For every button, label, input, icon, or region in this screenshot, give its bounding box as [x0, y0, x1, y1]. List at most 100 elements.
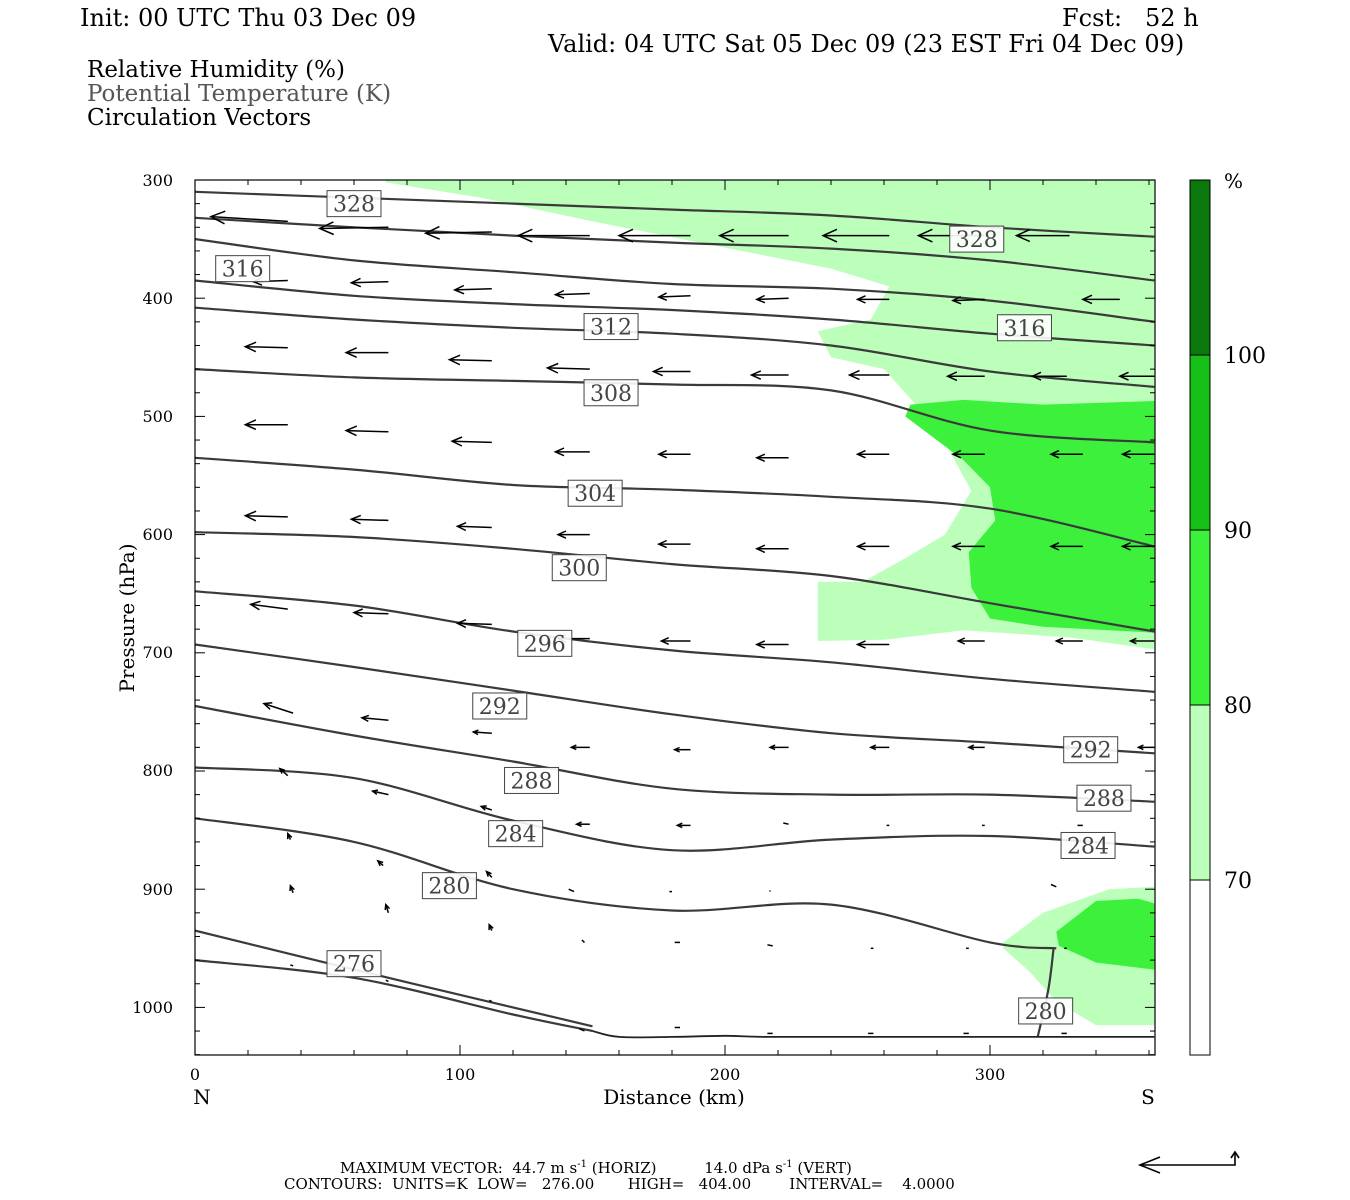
x-tick-0: 0 [190, 1065, 200, 1084]
contour-label-box-16 [1060, 831, 1116, 859]
max-vector-label: MAXIMUM VECTOR: [340, 1159, 503, 1177]
vector-head-34 [855, 449, 866, 459]
contour-280-13 [1036, 948, 1055, 1038]
vector-head-7 [916, 228, 933, 243]
vector-arrow-88 [488, 923, 494, 931]
vector-head-28 [243, 419, 257, 431]
vector-head-65 [966, 744, 975, 751]
vector-arrow-62 [672, 746, 691, 753]
vector-arrow-89 [581, 939, 586, 943]
vector-arrow-47 [1120, 542, 1155, 551]
contour-label-box-14 [1063, 736, 1119, 764]
colorbar-label-80: 80 [1224, 694, 1252, 719]
vector-arrow-77 [286, 831, 293, 840]
vector-arrow-48 [248, 600, 288, 611]
vector-arrow-59 [360, 714, 389, 723]
vector-arrow-6 [821, 228, 890, 243]
vector-shaft-12 [555, 292, 590, 296]
vector-layer [209, 210, 1155, 1035]
vector-head-4 [617, 228, 634, 243]
colorbar-band-70 [1189, 704, 1211, 881]
vector-arrow-95 [290, 964, 294, 967]
y-tick-900: 900 [142, 880, 173, 899]
y-tick-600: 600 [142, 525, 173, 544]
vector-arrow-52 [659, 637, 691, 645]
colorbar-band-80 [1189, 529, 1211, 706]
contour-label-box-13 [326, 950, 382, 978]
vector-arrow-22 [651, 366, 691, 377]
contour-label-304-6: 304 [574, 482, 616, 507]
vector-shaft-2 [425, 231, 492, 234]
vector-head-12 [553, 289, 565, 299]
vector-arrow-45 [951, 542, 985, 551]
vector-head-87 [384, 902, 391, 911]
vector-shaft-21 [547, 367, 590, 370]
y-tick-500: 500 [142, 407, 173, 426]
vector-shaft-49 [353, 611, 389, 615]
contour-label-276-13: 276 [333, 953, 375, 978]
vector-head-39 [349, 514, 362, 525]
vector-head-42 [656, 539, 668, 549]
vector-head-22 [651, 366, 664, 377]
contour-label-box-12 [421, 872, 477, 900]
vector-head-38 [243, 510, 257, 522]
contour-280-12 [195, 817, 1057, 950]
vector-arrow-78 [376, 859, 384, 867]
vector-head-52 [659, 637, 670, 645]
vector-head-54 [855, 640, 866, 649]
colorbar-label-100: 100 [1224, 344, 1266, 369]
init-time: Init: 00 UTC Thu 03 Dec 09 [80, 4, 417, 32]
vector-arrow-14 [754, 294, 789, 304]
vector-head-61 [569, 744, 577, 751]
vector-head-50 [455, 619, 467, 629]
rh-region-80-3 [1056, 898, 1155, 970]
vector-head-57 [1128, 637, 1137, 645]
vector-arrow-27 [1117, 371, 1155, 381]
max-vert-tag: (VERT) [797, 1159, 852, 1177]
contour-label-280-12: 280 [428, 875, 470, 900]
y-tick-800: 800 [142, 761, 173, 780]
vector-shaft-30 [452, 440, 492, 444]
reference-vector [1137, 1150, 1240, 1174]
vector-head-63 [768, 744, 776, 751]
vector-head-60 [471, 729, 479, 736]
vector-arrow-8 [1014, 228, 1070, 243]
vector-arrow-21 [545, 362, 590, 374]
vector-head-56 [1054, 637, 1064, 645]
vector-shaft-85 [1050, 883, 1057, 888]
vector-head-10 [349, 277, 362, 288]
vector-head-58 [262, 701, 273, 710]
vector-arrow-40 [455, 522, 492, 532]
max-horiz-exp: -1 [577, 1159, 587, 1170]
vector-arrow-29 [344, 425, 389, 437]
contour-276-15 [195, 959, 593, 1033]
vector-shaft-50 [457, 622, 492, 626]
x-tick-200: 200 [710, 1065, 741, 1084]
vector-shaft-20 [449, 358, 492, 362]
x-tick-100: 100 [445, 1065, 476, 1084]
vector-head-19 [344, 347, 358, 358]
vector-arrow-87 [384, 902, 391, 914]
contour-284-11 [195, 766, 1155, 852]
forecast-hour: Fcst: 52 h [1062, 4, 1199, 32]
contour-label-328-0: 328 [333, 193, 375, 218]
vector-shaft-89 [581, 939, 586, 943]
vector-head-36 [1049, 449, 1060, 459]
contour-label-box-8 [517, 629, 573, 657]
vector-head-32 [656, 449, 668, 459]
contour-296-8 [195, 590, 1155, 693]
vector-shaft-98 [578, 1028, 585, 1032]
contour-label-316-2: 316 [222, 258, 264, 283]
vector-arrow-30 [450, 436, 492, 447]
contour-label-296-8: 296 [524, 632, 566, 657]
vector-arrow-13 [656, 292, 691, 301]
vector-shaft-95 [290, 964, 294, 967]
vector-arrow-79 [485, 870, 493, 878]
vector-arrow-26 [1030, 371, 1067, 381]
contour-label-box-15 [1076, 784, 1132, 812]
vector-arrow-53 [754, 640, 789, 649]
vector-arrow-38 [243, 510, 288, 522]
vector-head-77 [286, 831, 293, 840]
contour-308-5 [195, 368, 1155, 444]
